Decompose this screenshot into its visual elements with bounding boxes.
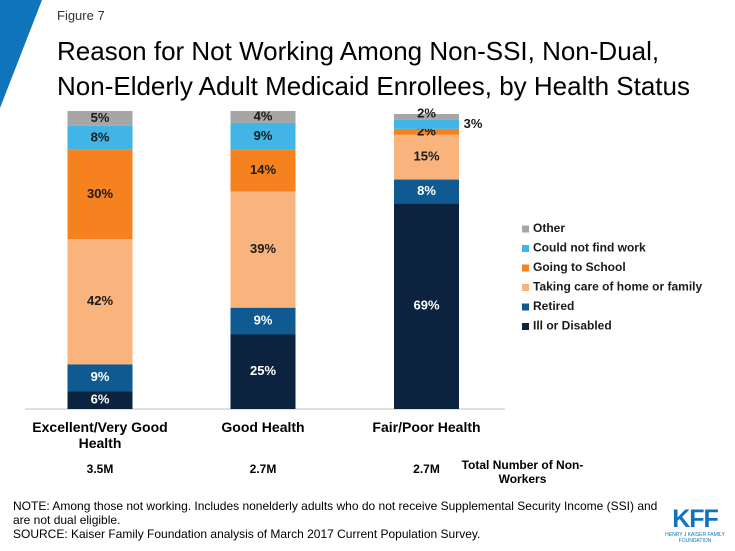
data-label: 8% <box>91 129 110 144</box>
data-label: 9% <box>254 128 273 143</box>
bar-segment <box>67 364 133 392</box>
chart-title: Reason for Not Working Among Non-SSI, No… <box>57 34 690 104</box>
data-label: 2% <box>417 105 436 120</box>
title-line: Reason for Not Working Among Non-SSI, No… <box>57 36 660 66</box>
data-label: 6% <box>91 391 110 406</box>
data-label: 39% <box>250 241 276 256</box>
bar-segment <box>230 334 296 409</box>
legend-swatch <box>522 264 529 272</box>
bar-segment <box>67 391 133 409</box>
notes: NOTE: Among those not working. Includes … <box>13 499 663 541</box>
note: NOTE: Among those not working. Includes … <box>13 499 658 527</box>
data-label: 3% <box>464 116 483 131</box>
legend-swatch <box>522 303 529 311</box>
x-tick-label: Fair/Poor Health <box>372 419 481 435</box>
source: SOURCE: Kaiser Family Foundation analysi… <box>13 527 481 541</box>
legend-label: Ill or Disabled <box>533 319 612 333</box>
total-label: 3.5M <box>86 462 114 476</box>
legend-label: Taking care of home or family <box>533 280 702 294</box>
data-label: 15% <box>413 149 439 164</box>
corner-accent <box>0 0 42 108</box>
x-tick-label: Good Health <box>221 419 305 435</box>
logo-mark: KFF <box>672 505 719 533</box>
legend-swatch <box>522 225 529 233</box>
bar-segment <box>230 111 296 123</box>
legend-swatch <box>522 245 529 252</box>
data-label: 9% <box>254 313 273 328</box>
bar-segment <box>67 239 133 365</box>
bar-segment <box>67 149 133 240</box>
legend-label: Could not find work <box>533 241 646 255</box>
data-label: 69% <box>413 298 439 313</box>
figure-label: Figure 7 <box>57 8 105 23</box>
bar-segment <box>67 125 133 150</box>
data-label: 8% <box>417 183 436 198</box>
logo-text: HENRY J KAISER FAMILY FOUNDATION <box>665 532 725 544</box>
bar-segment <box>230 191 296 308</box>
legend-swatch <box>522 323 529 330</box>
data-label: 25% <box>250 363 276 378</box>
data-label: 42% <box>87 293 113 308</box>
data-label: 14% <box>250 162 276 177</box>
data-label: 4% <box>254 108 273 123</box>
total-label: 2.7M <box>413 462 440 476</box>
legend-label: Other <box>533 221 565 235</box>
legend-swatch <box>522 284 529 291</box>
bar-segment <box>230 122 296 150</box>
bar-segment <box>394 119 459 129</box>
bar-segment <box>394 134 459 180</box>
legend-label: Retired <box>533 299 574 313</box>
data-label: 5% <box>91 110 110 125</box>
x-tick-label: Excellent/Very Good Health <box>32 419 168 451</box>
data-label: 30% <box>87 186 113 201</box>
logo: KFF HENRY J KAISER FAMILY FOUNDATION <box>664 506 726 544</box>
bar-segment <box>394 128 459 135</box>
bar-segment <box>394 179 459 204</box>
totals-label: Total Number of Non-Workers <box>461 458 584 486</box>
bar-segment <box>394 113 459 120</box>
bar-segment <box>67 111 133 126</box>
bar-segment <box>394 203 459 409</box>
total-label: 2.7M <box>249 462 277 476</box>
bar-segment <box>230 307 296 335</box>
title-line: Non-Elderly Adult Medicaid Enrollees, by… <box>57 71 690 101</box>
legend-label: Going to School <box>533 260 626 274</box>
bar-segment <box>230 149 296 192</box>
data-label: 9% <box>91 369 110 384</box>
